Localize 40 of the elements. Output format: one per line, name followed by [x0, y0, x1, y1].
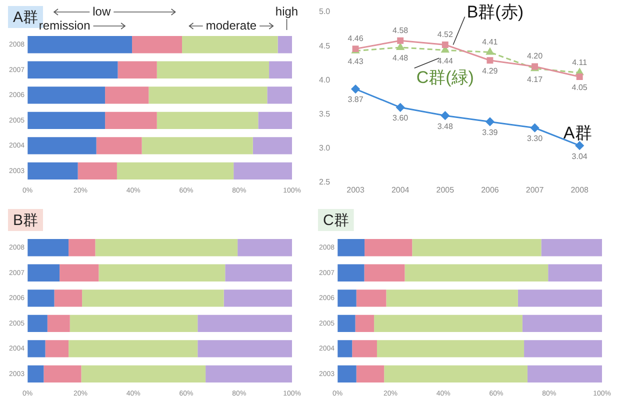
data-label: 3.30	[526, 134, 544, 144]
series-label: A群	[563, 123, 592, 142]
data-label: 4.48	[392, 54, 409, 63]
y-tick-label: 4.5	[318, 41, 331, 50]
text: remission	[38, 18, 90, 32]
text: moderate	[206, 18, 257, 32]
data-label: 3.87	[348, 95, 364, 104]
series-label: C群(緑)	[416, 68, 474, 87]
y-tick-label: 3.0	[318, 144, 331, 153]
chart-title: A群	[13, 9, 38, 26]
data-label: 4.43	[348, 57, 364, 66]
y-tick-label: 4.0	[318, 75, 331, 84]
data-label: 4.46	[348, 34, 364, 44]
x-tick-label: 2005	[436, 185, 455, 194]
data-label: 3.04	[572, 152, 588, 161]
data-label: 4.29	[482, 66, 498, 76]
x-tick-label: 2004	[391, 185, 410, 194]
data-label: 4.44	[437, 56, 454, 66]
data-label: 4.52	[437, 30, 454, 39]
data-label: 3.60	[392, 114, 409, 123]
series-label: B群(赤)	[466, 2, 524, 22]
data-label: 4.17	[526, 74, 544, 84]
data-label: 3.48	[437, 122, 454, 131]
y-tick-label: 2.5	[318, 178, 331, 187]
data-label: 3.39	[482, 128, 498, 137]
data-label: 4.20	[526, 52, 544, 61]
y-tick-label: 5.0	[318, 7, 331, 16]
data-label: 4.58	[392, 26, 409, 35]
chart-title: B群	[13, 212, 38, 230]
data-label: 4.05	[572, 82, 588, 92]
text: low	[92, 4, 111, 18]
data-label: 4.41	[482, 37, 498, 46]
text: high	[275, 4, 298, 18]
x-tick-label: 2006	[481, 185, 500, 194]
x-tick-label: 2008	[570, 185, 590, 194]
chart-title: C群	[323, 212, 349, 230]
data-label: 4.11	[572, 58, 588, 67]
y-tick-label: 3.5	[318, 109, 331, 118]
x-tick-label: 2007	[526, 185, 544, 194]
x-tick-label: 2003	[346, 185, 365, 194]
